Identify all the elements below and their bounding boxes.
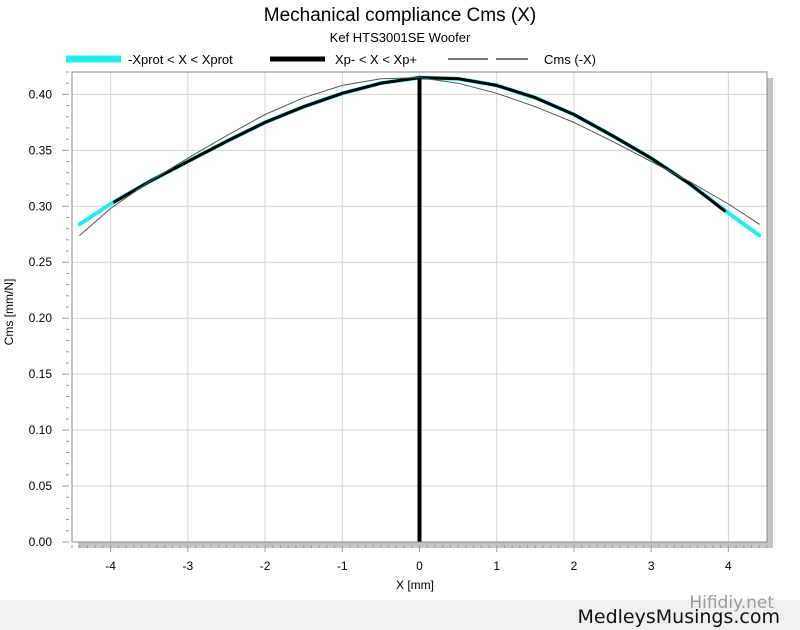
chart: -4 -3 -2 -1 0 1 2 3 4 0.00 0.05 0.10 0.15 0.20 0.25 0.3… [2,5,773,592]
y-tick-label: 0.00 [29,535,53,549]
legend: -Xprot < X < Xprot Xp- < X < Xp+ Cms (-X) [66,52,596,67]
chart-title: Mechanical compliance Cms (X) [264,5,536,26]
series-layer [77,75,762,542]
chart-subtitle: Kef HTS3001SE Woofer [330,30,471,45]
y-tick-label: 0.25 [29,255,53,269]
grid [72,72,773,548]
y-tick-label: 0.15 [29,367,53,381]
series-line-3 [79,77,760,236]
y-tick-label: 0.10 [29,423,53,437]
x-tick-label: -4 [105,559,116,573]
watermark-text: Hifidiy.net [689,593,774,613]
x-tick-label: 1 [493,559,500,573]
legend-label-3: Cms (-X) [544,52,596,67]
x-tick-label: 2 [571,559,578,573]
y-tick-label: 0.40 [29,87,53,101]
x-axis-label: X [mm] [396,578,434,592]
y-tick-label: 0.30 [29,199,53,213]
x-tick-label: -3 [182,559,193,573]
legend-label-2: Xp- < X < Xp+ [335,52,417,67]
x-tick-label: -1 [337,559,348,573]
x-tick-label: -2 [260,559,271,573]
y-tick-label: 0.20 [29,311,53,325]
y-axis-label: Cms [mm/N] [2,279,16,346]
y-tick-label: 0.35 [29,143,53,157]
axes: -4 -3 -2 -1 0 1 2 3 4 0.00 0.05 0.10 0.15 0.20 0.25 0.3… [29,71,768,573]
x-tick-label: 0 [416,559,423,573]
legend-label-1: -Xprot < X < Xprot [128,52,233,67]
footer-bar [0,600,800,630]
plot-frame [71,71,768,543]
x-tick-label: 3 [648,559,655,573]
y-tick-label: 0.05 [29,479,53,493]
brand-text: MedleysMusings.com [577,606,781,628]
x-tick-label: 4 [725,559,732,573]
